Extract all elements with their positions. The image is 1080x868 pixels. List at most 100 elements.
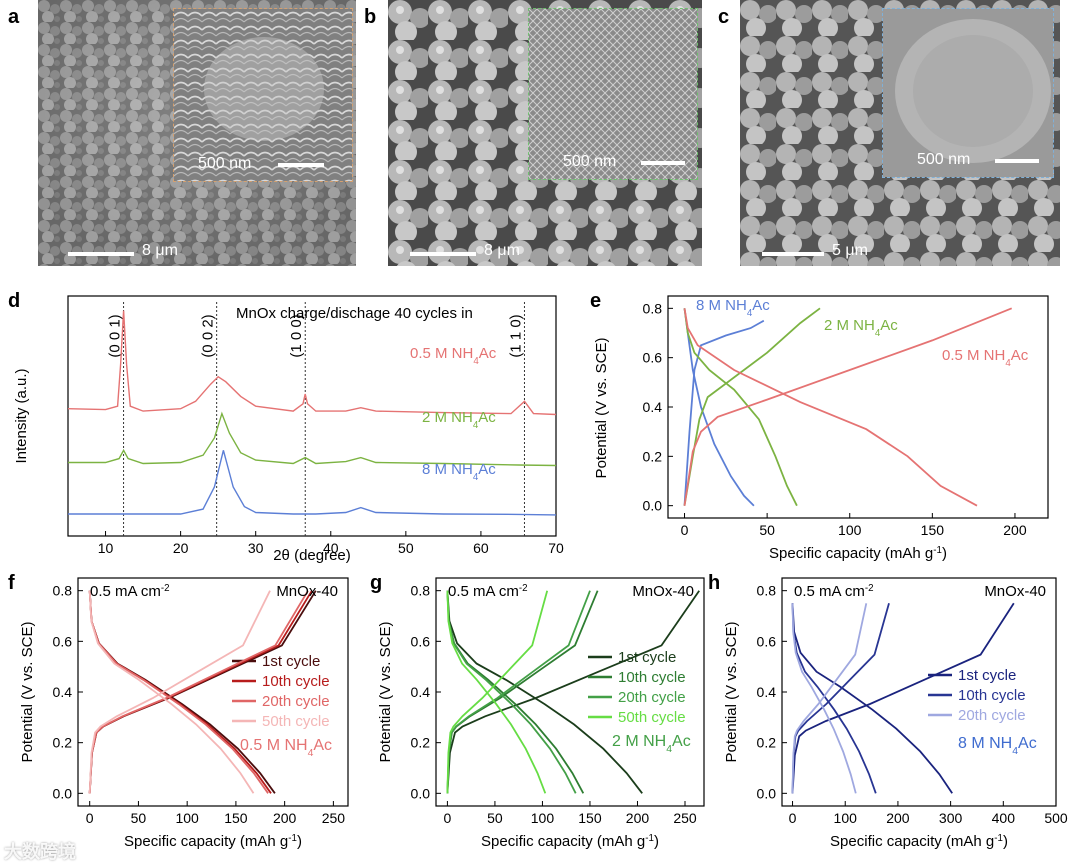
discharge-curve-g-0 bbox=[446, 590, 643, 794]
peak-label-d: (1 1 0) bbox=[507, 314, 524, 357]
current-density-label-h: 0.5 mA cm-2 bbox=[794, 583, 874, 601]
legend-label-f-0: 1st cycle bbox=[262, 653, 320, 670]
panel-letter-b: b bbox=[364, 6, 377, 28]
electrolyte-label-h: 8 M NH4Ac bbox=[958, 735, 1037, 757]
inset-scale-bar-b bbox=[641, 161, 685, 165]
legend-label-g-2: 20th cycle bbox=[618, 689, 686, 706]
discharge-curve-h-0 bbox=[791, 603, 953, 794]
y-axis-label-h: Potential (V vs. SCE) bbox=[723, 622, 740, 763]
panel-letter-e: e bbox=[590, 290, 602, 312]
y-tick-label-e: 0.2 bbox=[643, 448, 663, 464]
x-tick-label-g: 250 bbox=[673, 810, 697, 826]
sample-label-f: MnOx-40 bbox=[276, 583, 338, 600]
x-tick-label-d: 10 bbox=[98, 540, 114, 556]
x-axis-label-e: Specific capacity (mAh g-1) bbox=[769, 545, 947, 563]
electrolyte-label-f: 0.5 M NH4Ac bbox=[240, 737, 332, 759]
x-tick-label-e: 100 bbox=[838, 522, 862, 538]
x-tick-label-f: 200 bbox=[273, 810, 297, 826]
charge-curve-g-2 bbox=[446, 590, 591, 794]
panel-letter-a: a bbox=[8, 6, 20, 28]
sem-inset-c: 500 nm bbox=[882, 8, 1054, 178]
inset-scale-label-a: 500 nm bbox=[198, 155, 252, 172]
legend-d-1: 2 M NH4Ac bbox=[422, 409, 496, 431]
sample-label-h: MnOx-40 bbox=[984, 583, 1046, 600]
y-tick-label-h: 0.2 bbox=[757, 735, 777, 751]
panel-letter-f: f bbox=[8, 572, 15, 594]
legend-label-g-3: 50th cycle bbox=[618, 709, 686, 726]
inset-scale-label-b: 500 nm bbox=[563, 153, 617, 170]
x-tick-label-g: 100 bbox=[531, 810, 555, 826]
discharge-curve-h-2 bbox=[791, 603, 857, 794]
discharge-curve-g-3 bbox=[446, 590, 547, 794]
y-tick-label-e: 0.6 bbox=[643, 350, 663, 366]
y-axis-label-e: Potential (V vs. SCE) bbox=[593, 338, 610, 479]
y-axis-label-g: Potential (V vs. SCE) bbox=[377, 622, 394, 763]
main-scale-label-a: 8 μm bbox=[142, 242, 178, 259]
y-tick-label-f: 0.0 bbox=[53, 785, 73, 801]
y-tick-label-f: 0.2 bbox=[53, 735, 73, 751]
peak-label-d: (0 0 2) bbox=[200, 314, 217, 357]
plot-frame-d bbox=[67, 295, 557, 537]
y-tick-label-g: 0.8 bbox=[411, 583, 431, 599]
charge-curve-g-3 bbox=[446, 590, 549, 794]
x-tick-label-d: 40 bbox=[323, 540, 339, 556]
panel-letter-h: h bbox=[708, 572, 721, 594]
inset-scale-bar-c bbox=[995, 159, 1039, 163]
peak-label-d: (1 0 0) bbox=[288, 314, 305, 357]
legend-label-g-0: 1st cycle bbox=[618, 649, 676, 666]
charge-curve-g-1 bbox=[446, 590, 599, 794]
x-tick-label-g: 50 bbox=[487, 810, 503, 826]
x-tick-label-h: 400 bbox=[992, 810, 1016, 826]
electrolyte-label-g: 2 M NH4Ac bbox=[612, 733, 691, 755]
legend-d-2: 8 M NH4Ac bbox=[422, 461, 496, 483]
y-axis-label-f: Potential (V vs. SCE) bbox=[19, 622, 36, 763]
sem-image-c: 500 nm 5 μm bbox=[740, 0, 1060, 266]
main-scale-bar-b bbox=[410, 252, 476, 256]
x-tick-label-h: 100 bbox=[834, 810, 858, 826]
x-tick-label-h: 0 bbox=[789, 810, 797, 826]
watermark-text: 大数跨境 bbox=[4, 842, 76, 862]
main-scale-label-b: 8 μm bbox=[484, 242, 520, 259]
y-tick-label-f: 0.4 bbox=[53, 684, 73, 700]
legend-label-h-2: 20th cycle bbox=[958, 707, 1026, 724]
x-tick-label-e: 0 bbox=[681, 522, 689, 538]
inset-scale-label-c: 500 nm bbox=[917, 151, 971, 168]
sem-inset-texture-a bbox=[174, 9, 352, 181]
y-tick-label-g: 0.6 bbox=[411, 633, 431, 649]
y-tick-label-e: 0.8 bbox=[643, 300, 663, 316]
legend-label-f-3: 50th cycle bbox=[262, 713, 330, 730]
main-scale-bar-c bbox=[762, 252, 824, 256]
charge-curve-h-2 bbox=[791, 603, 868, 794]
sample-label-g: MnOx-40 bbox=[632, 583, 694, 600]
x-tick-label-d: 50 bbox=[398, 540, 414, 556]
x-tick-label-e: 200 bbox=[1003, 522, 1027, 538]
charge-curve-f-1 bbox=[88, 590, 313, 794]
sem-inset-texture-b bbox=[529, 9, 697, 179]
x-tick-label-h: 500 bbox=[1044, 810, 1068, 826]
charge-curve-g-0 bbox=[446, 590, 700, 794]
legend-label-h-1: 10th cycle bbox=[958, 687, 1026, 704]
y-tick-label-g: 0.2 bbox=[411, 735, 431, 751]
sem-inset-b: 500 nm bbox=[528, 8, 698, 180]
x-tick-label-d: 70 bbox=[548, 540, 564, 556]
x-tick-label-g: 200 bbox=[626, 810, 650, 826]
main-scale-label-c: 5 μm bbox=[832, 242, 868, 259]
discharge-curve-e-1 bbox=[683, 308, 798, 507]
charge-curve-e-1 bbox=[683, 307, 821, 506]
charge-curve-f-3 bbox=[88, 590, 271, 794]
x-tick-label-g: 150 bbox=[578, 810, 602, 826]
x-tick-label-d: 20 bbox=[173, 540, 189, 556]
label-e-2: 0.5 M NH4Ac bbox=[942, 347, 1029, 369]
discharge-curve-e-2 bbox=[683, 308, 978, 507]
x-tick-label-f: 250 bbox=[322, 810, 346, 826]
chart-title-d: MnOx charge/dischage 40 cycles in bbox=[236, 305, 473, 322]
discharge-curve-g-2 bbox=[446, 590, 577, 794]
charge-curve-f-0 bbox=[88, 590, 317, 794]
legend-label-f-2: 20th cycle bbox=[262, 693, 330, 710]
legend-d-0: 0.5 M NH4Ac bbox=[410, 345, 497, 367]
x-axis-label-d: 2θ (degree) bbox=[273, 547, 351, 564]
label-e-1: 2 M NH4Ac bbox=[824, 317, 898, 339]
x-tick-label-d: 60 bbox=[473, 540, 489, 556]
y-tick-label-h: 0.6 bbox=[757, 633, 777, 649]
label-e-0: 8 M NH4Ac bbox=[696, 297, 770, 319]
